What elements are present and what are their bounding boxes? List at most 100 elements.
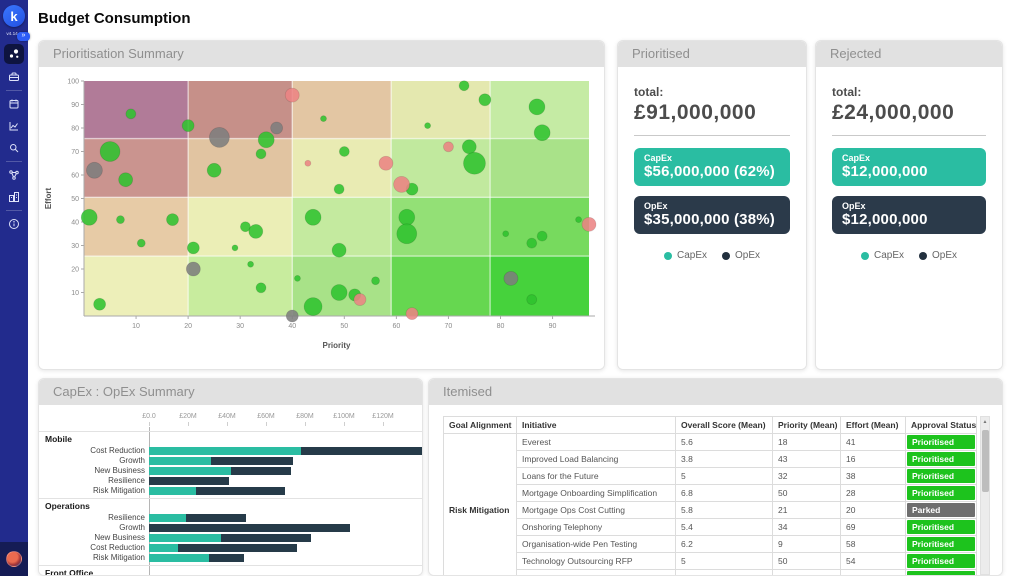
svg-text:20: 20 — [71, 267, 79, 274]
approval-status-cell: Prioritised — [905, 450, 977, 468]
table-row[interactable]: Organisation-wide Pen Testing 6.2 9 58 Prior… — [444, 535, 977, 553]
bar-group-label: Operations — [45, 501, 90, 511]
total-amount: £24,000,000 — [832, 101, 955, 124]
bar-group-label: Mobile — [45, 434, 72, 444]
sidebar-item-calendar[interactable] — [0, 93, 28, 115]
opex-bar-segment — [186, 514, 247, 522]
scrollbar-thumb[interactable] — [981, 430, 989, 492]
table-row[interactable]: Onshoring Telephony 5.4 34 69 Prioritised — [444, 518, 977, 536]
effort-cell: 16 — [840, 450, 906, 468]
sidebar-expand-button[interactable]: » — [17, 32, 30, 41]
bar-axis-label: £120M — [372, 413, 394, 420]
priority-cell: 18 — [772, 433, 841, 451]
priority-cell: 50 — [772, 552, 841, 570]
status-badge: Prioritised — [907, 571, 975, 575]
opex-card: OpEx $12,000,000 — [832, 196, 986, 234]
panel-prioritisation-summary: Prioritisation Summary 10 20 30 40 50 60 70 80 9… — [38, 40, 605, 370]
effort-cell: 70 — [840, 569, 906, 575]
table-column-header[interactable]: Overall Score (Mean) — [675, 416, 773, 434]
overall-score-cell: 5.6 — [675, 433, 773, 451]
table-column-header[interactable]: Effort (Mean) — [840, 416, 906, 434]
priority-cell: 51 — [772, 569, 841, 575]
opex-bar-segment — [301, 447, 422, 455]
opex-card-value: $12,000,000 — [842, 211, 928, 228]
bar-group-separator — [39, 431, 422, 432]
table-column-header[interactable]: Priority (Mean) — [772, 416, 841, 434]
priority-cell: 34 — [772, 518, 841, 536]
bar-row-label: Risk Mitigation — [92, 553, 145, 562]
scrollbar-up-arrow[interactable]: ▲ — [982, 419, 988, 425]
bar-axis-label: £0.0 — [142, 413, 156, 420]
effort-cell: 41 — [840, 433, 906, 451]
overall-score-cell: 5.2 — [675, 569, 773, 575]
overall-score-cell: 5 — [675, 552, 773, 570]
top-header: Budget Consumption — [28, 0, 1024, 36]
bar-row-label: Risk Mitigation — [92, 486, 145, 495]
user-avatar[interactable] — [6, 551, 22, 567]
svg-text:80: 80 — [71, 126, 79, 133]
opex-legend-label: OpEx — [932, 250, 958, 261]
bar-axis-tick — [227, 422, 228, 426]
opex-bar-segment — [209, 554, 245, 562]
table-row[interactable]: Mortgage Onboarding Simplification 6.8 50 2… — [444, 484, 977, 502]
table-row[interactable]: Loans for the Future 5 32 38 Prioritised — [444, 467, 977, 485]
bar-row: Cost Reduction — [39, 446, 422, 456]
svg-text:40: 40 — [288, 323, 296, 330]
priority-cell: 43 — [772, 450, 841, 468]
sidebar-item-bubble-chart[interactable] — [0, 42, 28, 66]
bar-group-separator — [39, 565, 422, 566]
sidebar-nav — [0, 42, 28, 235]
opex-bar-segment — [230, 467, 292, 475]
sidebar-item-search[interactable] — [0, 137, 28, 159]
table-column-header[interactable]: Goal Alignment — [443, 416, 517, 434]
table-scrollbar[interactable]: ▲ — [980, 416, 990, 575]
capex-legend-label: CapEx — [873, 250, 904, 261]
status-badge: Prioritised — [907, 554, 975, 568]
status-badge: Prioritised — [907, 486, 975, 500]
bar-axis-label: £40M — [218, 413, 236, 420]
sidebar-divider — [6, 161, 22, 162]
table-header-row: Goal Alignment Initiative Overall Score (M… — [443, 416, 977, 434]
opex-bar-segment — [178, 544, 298, 552]
sidebar-item-buildings[interactable] — [0, 186, 28, 208]
table-row[interactable]: Improved Load Balancing 3.8 43 16 Prioritise… — [444, 450, 977, 468]
table-column-header[interactable]: Approval Status — [905, 416, 977, 434]
total-amount: £91,000,000 — [634, 101, 757, 124]
opex-card-label: OpEx — [842, 201, 866, 211]
bar-axis-tick — [188, 422, 189, 426]
overall-score-cell: 5.8 — [675, 501, 773, 519]
priority-cell: 32 — [772, 467, 841, 485]
panel-title: CapEx : OpEx Summary — [39, 379, 422, 405]
status-badge: Parked — [907, 503, 975, 517]
bar-row-label: Resilience — [108, 513, 145, 522]
sidebar-item-info[interactable] — [0, 213, 28, 235]
bar-group-separator — [39, 498, 422, 499]
capex-opex-stacked-bar-chart: £0.0 £20M £40M £60M £80M £100M £120M Mobile Cost… — [39, 405, 422, 575]
bar-axis-label: £80M — [296, 413, 314, 420]
sidebar-item-line-chart[interactable] — [0, 115, 28, 137]
priority-effort-bubble-chart: 10 20 30 40 50 60 70 80 90 10 20 30 40 50 60 70 80 90 100 P… — [44, 79, 597, 350]
table-column-header[interactable]: Initiative — [516, 416, 676, 434]
panel-rejected: Rejected total: £24,000,000 CapEx $12,00… — [815, 40, 1003, 370]
svg-text:90: 90 — [549, 323, 557, 330]
app-logo[interactable]: k — [3, 5, 25, 27]
opex-legend-dot — [919, 251, 927, 260]
overall-score-cell: 3.8 — [675, 450, 773, 468]
bar-row: New Business — [39, 466, 422, 476]
approval-status-cell: Parked — [905, 501, 977, 519]
svg-text:30: 30 — [71, 243, 79, 250]
table-row[interactable]: Touche Replacement5.25170Prioritised — [444, 569, 977, 575]
sidebar-item-network[interactable] — [0, 164, 28, 186]
table-row[interactable]: Mortgage Ops Cost Cutting 5.8 21 20 Parked — [444, 501, 977, 519]
opex-bar-segment — [149, 524, 350, 532]
table-row[interactable]: Risk Mitigation Everest 5.6 18 41 Prioritised — [443, 433, 977, 575]
overall-score-cell: 6.2 — [675, 535, 773, 553]
capex-bar-segment — [149, 554, 210, 562]
table-row[interactable]: Technology Outsourcing RFP 5 50 54 Prioritis… — [444, 552, 977, 570]
approval-status-cell: Prioritised — [905, 518, 977, 536]
capex-bar-segment — [149, 467, 231, 475]
itemised-table: Goal Alignment Initiative Overall Score (M… — [443, 416, 977, 575]
sidebar-item-briefcase[interactable] — [0, 66, 28, 88]
approval-status-cell: Prioritised — [905, 433, 977, 451]
bar-row-label: Growth — [119, 456, 145, 465]
